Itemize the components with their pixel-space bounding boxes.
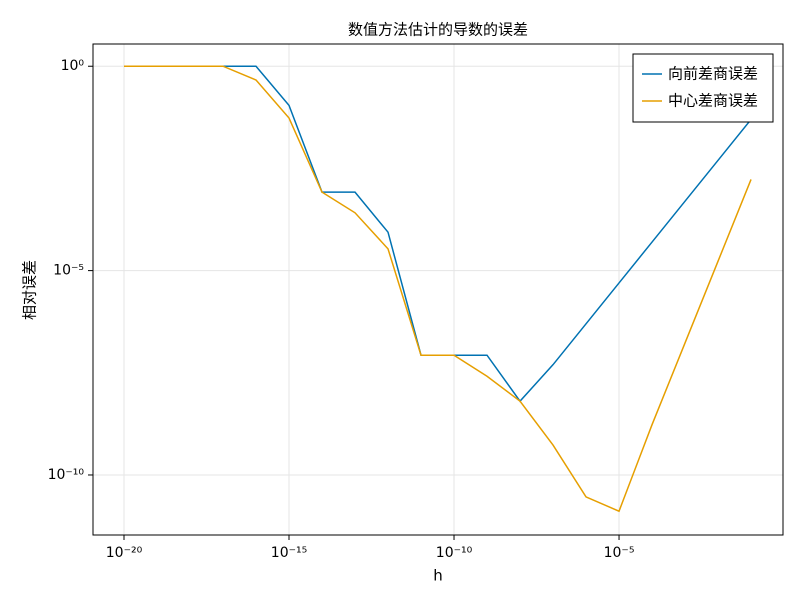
chart-title: 数值方法估计的导数的误差 (348, 21, 528, 39)
x-tick-label: 10⁻⁵ (604, 545, 635, 561)
legend-label: 向前差商误差 (668, 65, 758, 83)
x-tick-label: 10⁻²⁰ (106, 545, 143, 561)
series-line (124, 65, 752, 513)
legend-box (632, 53, 774, 123)
x-tick-label: 10⁻¹⁵ (271, 545, 307, 561)
x-tick-label: 10⁻¹⁰ (436, 545, 473, 561)
y-axis-label: 相对误差 (21, 260, 39, 320)
legend-label: 中心差商误差 (668, 92, 758, 110)
y-tick-label: 10⁻⁵ (53, 263, 84, 279)
y-tick-label: 10⁰ (61, 58, 85, 74)
y-tick-label: 10⁻¹⁰ (48, 467, 85, 483)
plot-frame (92, 43, 784, 536)
x-axis-label: h (433, 567, 443, 585)
